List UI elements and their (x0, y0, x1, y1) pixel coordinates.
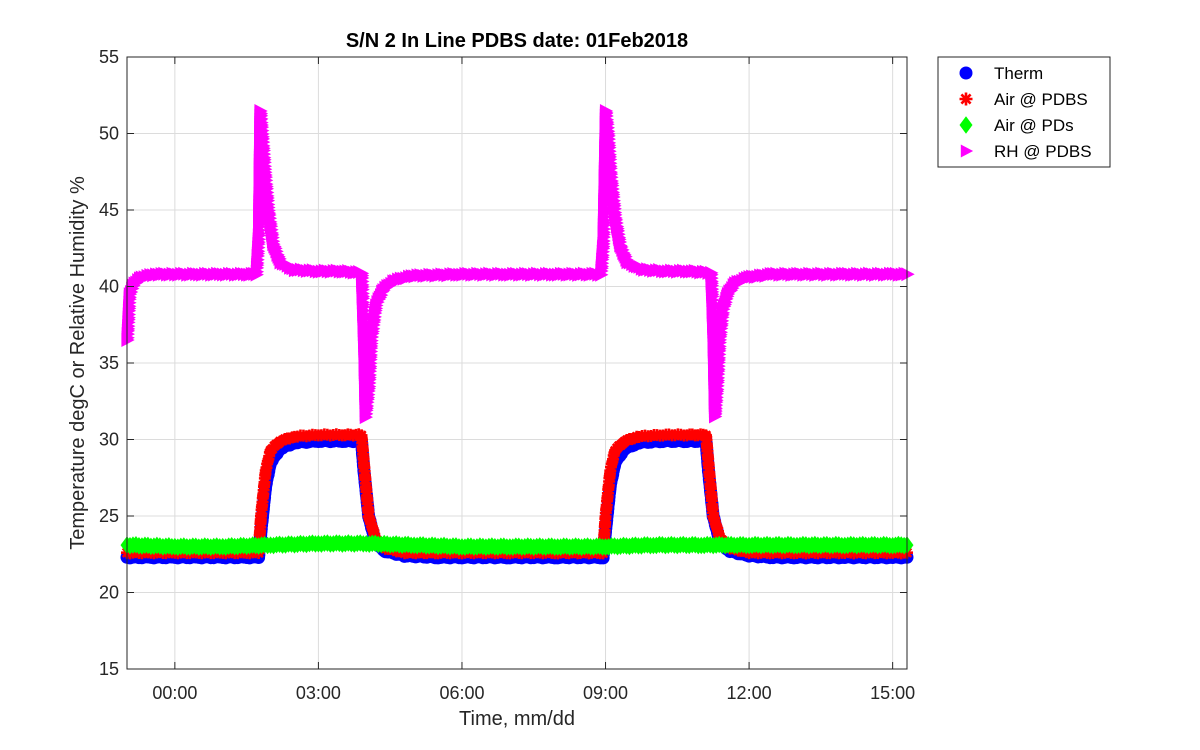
y-tick-label: 40 (99, 277, 119, 297)
y-tick-label: 55 (99, 47, 119, 67)
series-air-pds (120, 534, 914, 556)
legend-marker (960, 144, 974, 158)
y-tick-label: 20 (99, 583, 119, 603)
legend-label: RH @ PDBS (994, 142, 1092, 161)
x-tick-label: 00:00 (152, 683, 197, 703)
x-tick-label: 09:00 (583, 683, 628, 703)
x-tick-label: 03:00 (296, 683, 341, 703)
y-tick-label: 15 (99, 659, 119, 679)
x-axis-label: Time, mm/dd (459, 708, 575, 730)
chart-title: S/N 2 In Line PDBS date: 01Feb2018 (346, 30, 688, 52)
legend-marker (959, 66, 973, 80)
y-tick-label: 25 (99, 506, 119, 526)
y-tick-label: 35 (99, 353, 119, 373)
legend: Therm Air @ PDBS Air @ PDs RH @ PDBS (937, 56, 1111, 168)
legend-marker (959, 92, 973, 106)
legend-label: Air @ PDBS (994, 90, 1088, 109)
y-tick-label: 50 (99, 124, 119, 144)
x-tick-label: 12:00 (727, 683, 772, 703)
legend-label: Air @ PDs (994, 116, 1074, 135)
axis-ticks: 15 20 25 30 35 40 45 50 55 00:00 03:00 06:00 09:00 12… (99, 47, 915, 703)
y-tick-label: 30 (99, 430, 119, 450)
x-tick-label: 15:00 (870, 683, 915, 703)
data-point (901, 267, 915, 282)
legend-label: Therm (994, 64, 1043, 83)
legend-marker (959, 116, 973, 134)
x-tick-label: 06:00 (439, 683, 484, 703)
y-axis-label: Temperature degC or Relative Humidity % (67, 176, 89, 550)
data-marks (120, 103, 915, 565)
y-tick-label: 45 (99, 200, 119, 220)
